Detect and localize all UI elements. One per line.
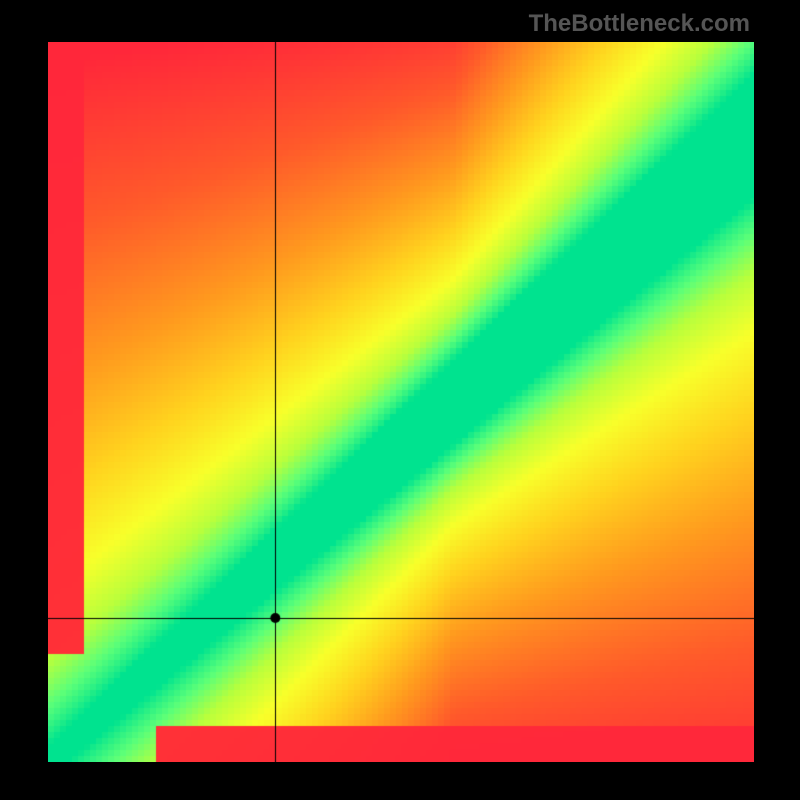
bottleneck-heatmap <box>48 42 754 762</box>
chart-container: TheBottleneck.com <box>0 0 800 800</box>
watermark-text: TheBottleneck.com <box>529 10 750 38</box>
